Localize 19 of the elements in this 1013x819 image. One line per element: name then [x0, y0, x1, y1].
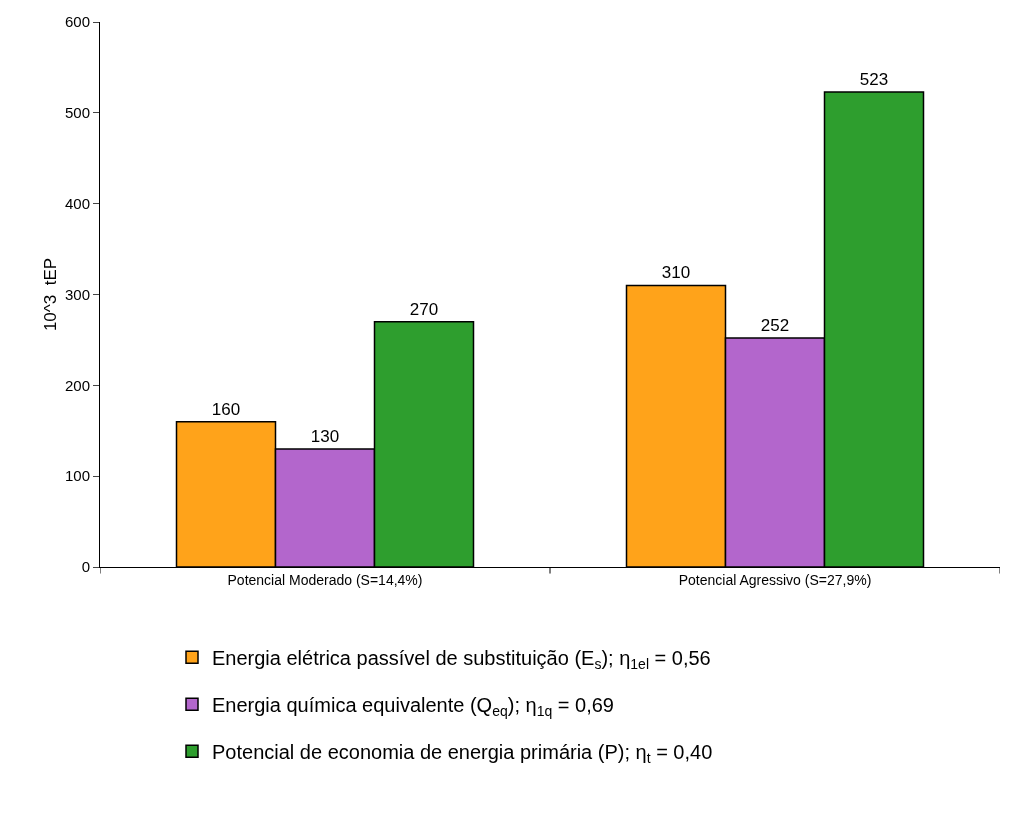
data-label: 160 [211, 399, 241, 419]
x-tick-label: Potencial Agressivo (S=27,9%) [678, 571, 872, 588]
data-label: 130 [310, 426, 340, 446]
y-tick-label: 600 [64, 13, 90, 31]
y-tick-label: 100 [64, 467, 90, 485]
legend-label: Energia química equivalente (Q$_{eq}$); η$_{1q}$ = 0,69 [212, 694, 614, 720]
data-label: 310 [661, 263, 691, 283]
y-tick-label: 500 [64, 104, 90, 122]
y-tick-label: 400 [64, 194, 90, 212]
data-label: 270 [409, 299, 439, 319]
legend-label: Potencial de economia de energia primária (P); η$_{t}$ = 0,40 [212, 741, 713, 767]
data-label: 252 [760, 316, 790, 336]
legend-label: Energia elétrica passível de substituição (E$_{s}$); η$_{1el}$ = 0,56 [212, 647, 711, 673]
y-tick-label: 0 [81, 558, 90, 576]
x-tick-label: Potencial Moderado (S=14,4%) [227, 571, 423, 588]
y-tick-label: 200 [64, 376, 90, 394]
y-axis-title: 10^3 tEP [41, 257, 60, 332]
data-label: 523 [859, 69, 889, 89]
y-tick-label: 300 [64, 285, 90, 303]
